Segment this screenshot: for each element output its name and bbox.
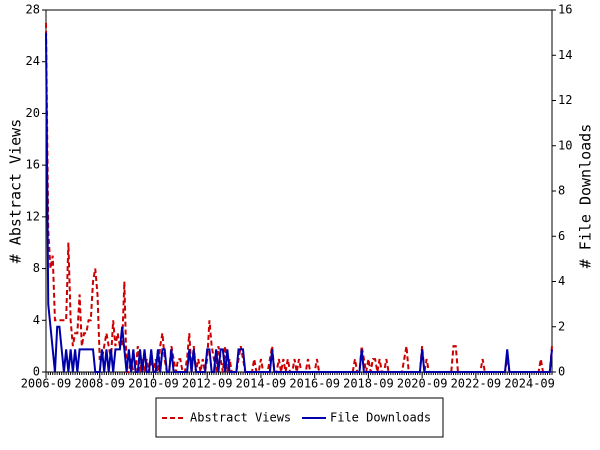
y-tick-label: 20 — [26, 106, 40, 120]
y2-tick-label: 8 — [558, 184, 565, 198]
x-tick-label: 2024-09 — [504, 377, 555, 391]
y-tick-label: 16 — [26, 158, 40, 172]
y2-tick-label: 4 — [558, 274, 565, 288]
x-tick-label: 2020-09 — [397, 377, 448, 391]
x-tick-label: 2022-09 — [451, 377, 502, 391]
y-tick-label: 12 — [26, 209, 40, 223]
y2-tick-label: 14 — [558, 48, 572, 62]
y-tick-label: 28 — [26, 3, 40, 17]
y2-tick-label: 12 — [558, 93, 572, 107]
y2-axis-title: # File Downloads — [577, 124, 595, 269]
legend-box — [155, 397, 444, 438]
legend-label: File Downloads — [330, 411, 431, 425]
legend-label: Abstract Views — [190, 411, 291, 425]
y-tick-label: 4 — [33, 313, 40, 327]
x-tick-label: 2008-09 — [74, 377, 125, 391]
y2-tick-label: 10 — [558, 138, 572, 152]
y-axis-title: # Abstract Views — [7, 119, 25, 264]
series-line — [45, 22, 553, 373]
series-line — [45, 32, 553, 373]
plot-frame — [45, 9, 553, 373]
y2-tick-label: 0 — [558, 365, 565, 379]
y-tick-label: 0 — [33, 365, 40, 379]
x-tick-label: 2012-09 — [182, 377, 233, 391]
y2-tick-label: 2 — [558, 319, 565, 333]
x-tick-label: 2018-09 — [343, 377, 394, 391]
x-tick-label: 2016-09 — [289, 377, 340, 391]
y-tick-label: 8 — [33, 261, 40, 275]
x-tick-label: 2010-09 — [128, 377, 179, 391]
y2-tick-label: 6 — [558, 229, 565, 243]
x-tick-label: 2014-09 — [236, 377, 287, 391]
y-tick-label: 24 — [26, 54, 40, 68]
x-tick-label: 2006-09 — [21, 377, 72, 391]
y2-tick-label: 16 — [558, 3, 572, 17]
